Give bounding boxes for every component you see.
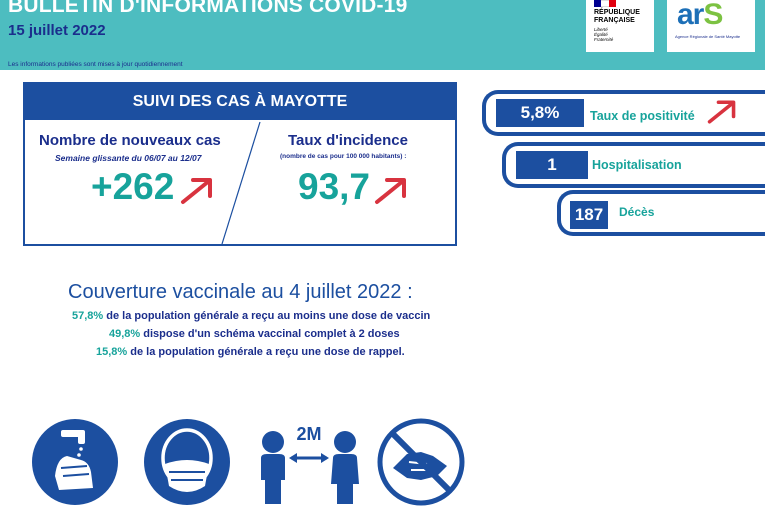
deaths-indicator: 187 Décès bbox=[557, 190, 765, 236]
positivity-value: 5,8% bbox=[496, 99, 584, 127]
case-panel-heading: SUIVI DES CAS À MAYOTTE bbox=[25, 84, 455, 120]
panel-divider bbox=[221, 121, 261, 244]
distance-label: 2M bbox=[296, 424, 321, 444]
incidence-value: 93,7 bbox=[298, 166, 371, 207]
update-note: Les informations publiées sont mises à j… bbox=[8, 61, 183, 68]
hospitalisation-label: Hospitalisation bbox=[592, 158, 682, 172]
ars-logo: arS Agence Régionale de Santé Mayotte bbox=[667, 0, 755, 52]
header-banner: BULLETIN D'INFORMATIONS COVID-19 15 juil… bbox=[0, 0, 765, 70]
bulletin-date: 15 juillet 2022 bbox=[8, 22, 106, 39]
bulletin-title: BULLETIN D'INFORMATIONS COVID-19 bbox=[8, 0, 408, 17]
hospitalisation-value: 1 bbox=[516, 151, 588, 179]
deaths-label: Décès bbox=[619, 205, 655, 219]
republique-francaise-logo: RÉPUBLIQUE FRANÇAISE Liberté Égalité Fra… bbox=[586, 0, 654, 52]
arrow-up-right-icon bbox=[181, 178, 212, 204]
incidence-label: Taux d'incidence bbox=[288, 132, 408, 149]
social-distance-icon: 2M bbox=[261, 424, 359, 504]
vaccination-line: 49,8% dispose d'un schéma vaccinal compl… bbox=[109, 328, 400, 340]
deaths-value: 187 bbox=[570, 201, 608, 229]
rf-name: RÉPUBLIQUE FRANÇAISE bbox=[594, 9, 640, 24]
flag-icon bbox=[594, 0, 616, 7]
no-handshake-icon bbox=[377, 418, 465, 506]
vaccination-title: Couverture vaccinale au 4 juillet 2022 : bbox=[68, 281, 413, 303]
vaccination-line: 15,8% de la population générale a reçu u… bbox=[96, 346, 405, 358]
hospitalisation-indicator: 1 Hospitalisation bbox=[502, 142, 765, 188]
new-cases-value: +262 bbox=[91, 166, 175, 207]
arrow-up-right-icon bbox=[707, 100, 736, 124]
face-mask-icon bbox=[144, 419, 230, 505]
incidence-unit: (nombre de cas pour 100 000 habitants) : bbox=[280, 153, 407, 160]
new-cases-label: Nombre de nouveaux cas bbox=[39, 132, 221, 149]
new-cases-period: Semaine glissante du 06/07 au 12/07 bbox=[55, 153, 202, 163]
arrow-up-right-icon bbox=[375, 178, 406, 204]
positivity-indicator: 5,8% Taux de positivité bbox=[482, 90, 765, 136]
positivity-label: Taux de positivité bbox=[590, 109, 695, 123]
vaccination-line: 57,8% de la population générale a reçu a… bbox=[72, 310, 431, 322]
rf-motto: Liberté Égalité Fraternité bbox=[594, 27, 614, 42]
case-tracking-panel: SUIVI DES CAS À MAYOTTE Nombre de nouvea… bbox=[23, 82, 457, 246]
ars-wordmark: arS bbox=[677, 0, 723, 31]
hand-washing-icon bbox=[32, 419, 118, 505]
ars-subtitle: Agence Régionale de Santé Mayotte bbox=[675, 34, 741, 39]
